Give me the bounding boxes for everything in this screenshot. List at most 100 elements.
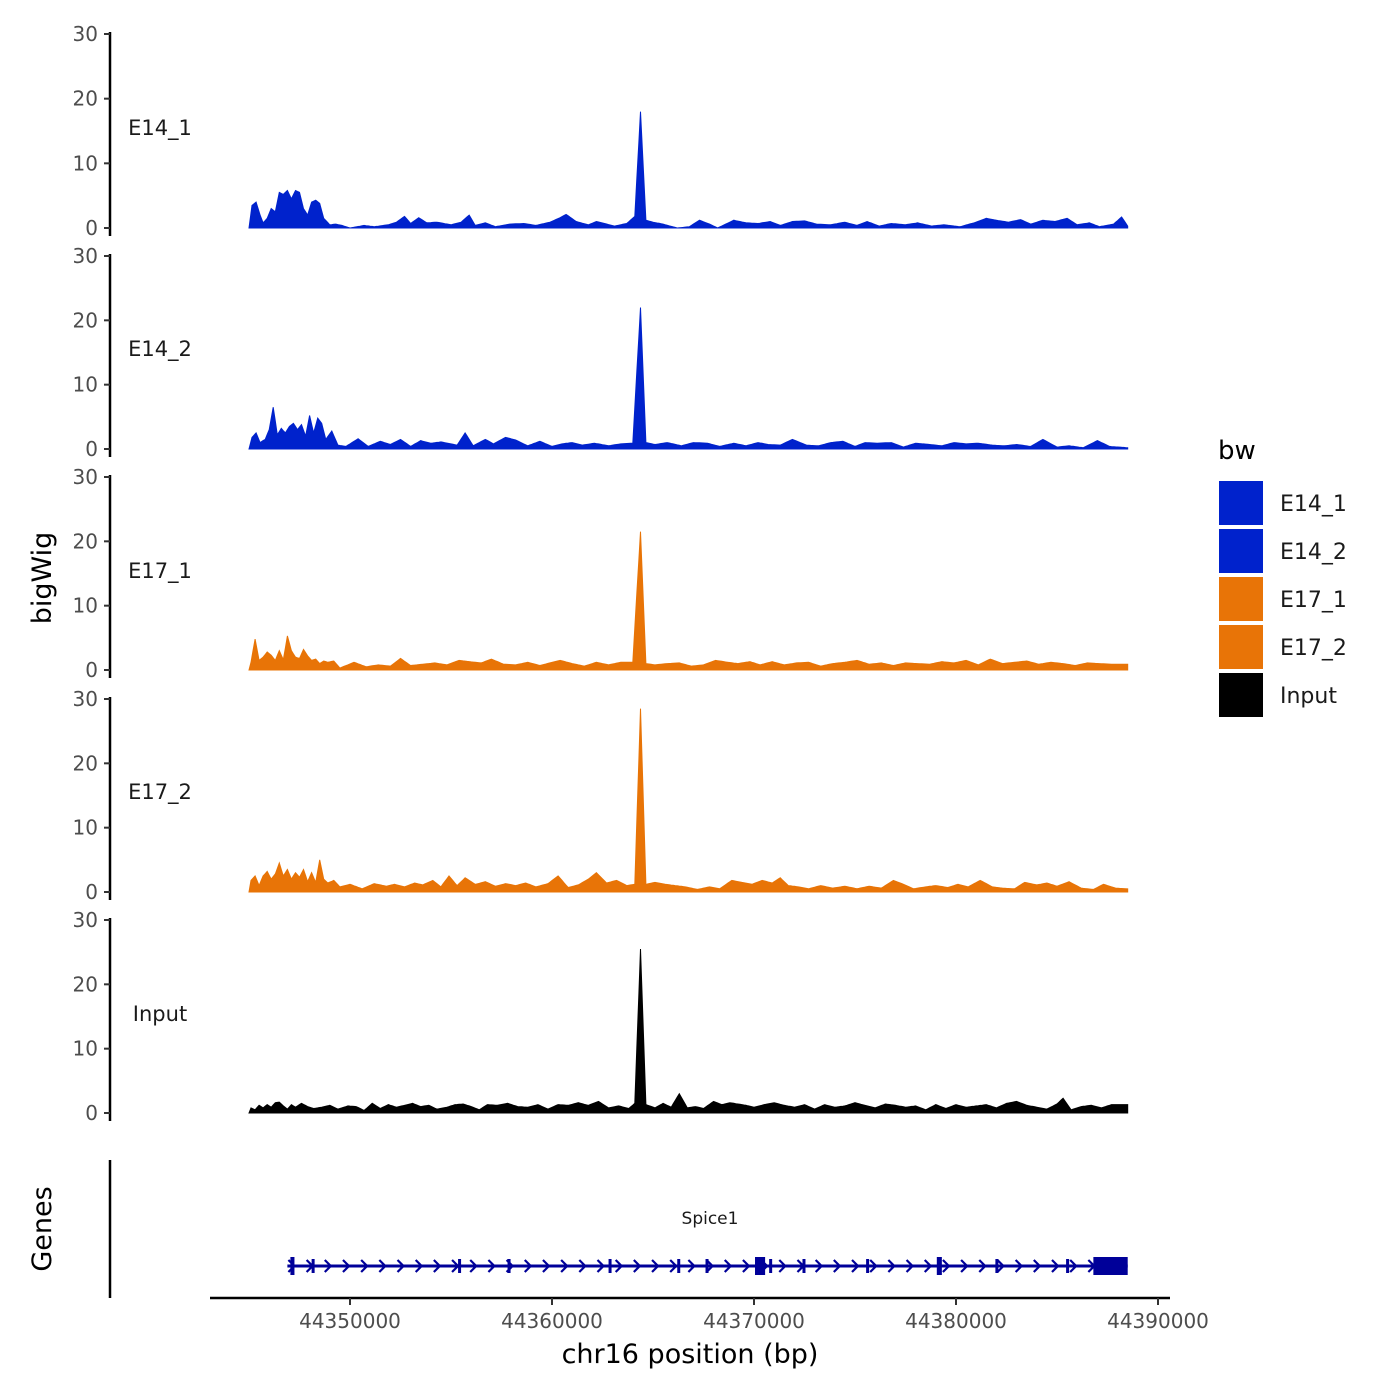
strand-arrow — [378, 1259, 387, 1273]
track-label-E14_2: E14_2 — [128, 337, 192, 362]
strand-arrow — [324, 1259, 333, 1273]
legend-key-E17_1 — [1217, 575, 1265, 623]
signal-area-E14_1 — [248, 111, 1129, 229]
strand-arrow — [942, 1259, 951, 1273]
strand-arrow — [1069, 1259, 1078, 1273]
signal-area-E17_2 — [248, 708, 1129, 893]
gene-exon — [290, 1257, 295, 1275]
y-tick-label: 10 — [73, 1037, 98, 1061]
y-tick-label: 0 — [85, 880, 98, 904]
strand-arrow — [342, 1259, 351, 1273]
signal-area-E17_1 — [248, 531, 1129, 671]
legend-key-E14_2 — [1217, 527, 1265, 575]
strand-arrow — [851, 1259, 860, 1273]
x-tick-label: 44350000 — [299, 1309, 401, 1333]
strand-arrow — [742, 1259, 751, 1273]
strand-arrow — [596, 1259, 606, 1273]
legend-label-E17_2: E17_2 — [1280, 636, 1347, 661]
y-tick-label: 20 — [73, 529, 98, 553]
strand-arrow — [996, 1259, 1005, 1273]
y-tick-label: 30 — [73, 908, 98, 932]
y-tick-label: 20 — [73, 87, 98, 111]
gene-exon — [802, 1259, 806, 1273]
strand-arrow — [487, 1259, 496, 1273]
strand-arrow — [869, 1259, 878, 1273]
legend-label-E17_1: E17_1 — [1280, 588, 1347, 613]
legend-label-E14_1: E14_1 — [1280, 492, 1347, 517]
strand-arrow — [542, 1259, 551, 1273]
genes-axis-title: Genes — [27, 1186, 58, 1271]
y-tick-label: 20 — [73, 308, 98, 332]
y-tick-label: 10 — [73, 151, 98, 175]
gene-exon — [1093, 1257, 1128, 1275]
gene-exon — [1066, 1259, 1070, 1273]
y-tick-label: 20 — [73, 751, 98, 775]
strand-arrow — [523, 1259, 533, 1273]
x-tick-label: 44390000 — [1107, 1309, 1209, 1333]
y-tick-label: 0 — [85, 1101, 98, 1125]
signal-area-E14_2 — [248, 307, 1129, 450]
strand-arrow — [723, 1259, 733, 1273]
gene-exon — [755, 1257, 766, 1275]
gene-exon — [705, 1259, 709, 1273]
gene-exon — [458, 1259, 462, 1273]
strand-arrow — [778, 1259, 787, 1273]
strand-arrow — [469, 1259, 478, 1273]
signal-area-Input — [248, 948, 1129, 1114]
legend-key-E14_1 — [1217, 479, 1265, 527]
strand-arrow — [669, 1259, 678, 1273]
strand-arrow — [687, 1259, 696, 1273]
strand-arrow — [960, 1259, 969, 1273]
track-label-E17_1: E17_1 — [128, 559, 192, 584]
strand-arrow — [414, 1259, 424, 1273]
x-axis-title: chr16 position (bp) — [562, 1339, 819, 1370]
y-tick-label: 0 — [85, 437, 98, 461]
gene-exon — [608, 1259, 612, 1273]
y-tick-label: 30 — [73, 22, 98, 46]
strand-arrow — [814, 1259, 824, 1273]
strand-arrow — [705, 1259, 715, 1273]
strand-arrow — [887, 1259, 896, 1273]
y-tick-label: 0 — [85, 216, 98, 240]
track-label-Input: Input — [133, 1002, 187, 1026]
y-tick-label: 30 — [73, 687, 98, 711]
strand-arrow — [1051, 1259, 1060, 1273]
gene-exon — [507, 1259, 511, 1273]
gene-exon — [866, 1259, 870, 1273]
strand-arrow — [396, 1259, 406, 1273]
legend-label-Input: Input — [1280, 684, 1337, 709]
gene-exon — [769, 1259, 773, 1273]
strand-arrow — [614, 1259, 624, 1273]
strand-arrow — [651, 1259, 660, 1273]
strand-arrow — [905, 1259, 915, 1273]
strand-arrow — [451, 1259, 460, 1273]
track-label-E17_2: E17_2 — [128, 780, 192, 805]
y-tick-label: 10 — [73, 373, 98, 397]
gene-exon — [936, 1257, 942, 1275]
strand-arrow — [560, 1259, 569, 1273]
y-tick-label: 20 — [73, 972, 98, 996]
strand-arrow — [360, 1259, 369, 1273]
x-tick-label: 44360000 — [501, 1309, 603, 1333]
gene-label: Spice1 — [682, 1209, 739, 1229]
gene-exon — [995, 1259, 999, 1273]
strand-arrow — [633, 1259, 642, 1273]
y-tick-label: 30 — [73, 465, 98, 489]
track-label-E14_1: E14_1 — [128, 116, 192, 141]
x-tick-label: 44370000 — [703, 1309, 805, 1333]
strand-arrow — [923, 1259, 933, 1273]
legend-key-Input — [1217, 671, 1265, 719]
strand-arrow — [433, 1259, 442, 1273]
legend-key-E17_2 — [1217, 623, 1265, 671]
y-tick-label: 0 — [85, 658, 98, 682]
strand-arrow — [833, 1259, 842, 1273]
gene-exon — [311, 1259, 315, 1273]
x-tick-label: 44380000 — [905, 1309, 1007, 1333]
y-tick-label: 10 — [73, 816, 98, 840]
strand-arrow — [1014, 1259, 1024, 1273]
y-tick-label: 10 — [73, 594, 98, 618]
strand-arrow — [978, 1259, 987, 1273]
strand-arrow — [578, 1259, 587, 1273]
